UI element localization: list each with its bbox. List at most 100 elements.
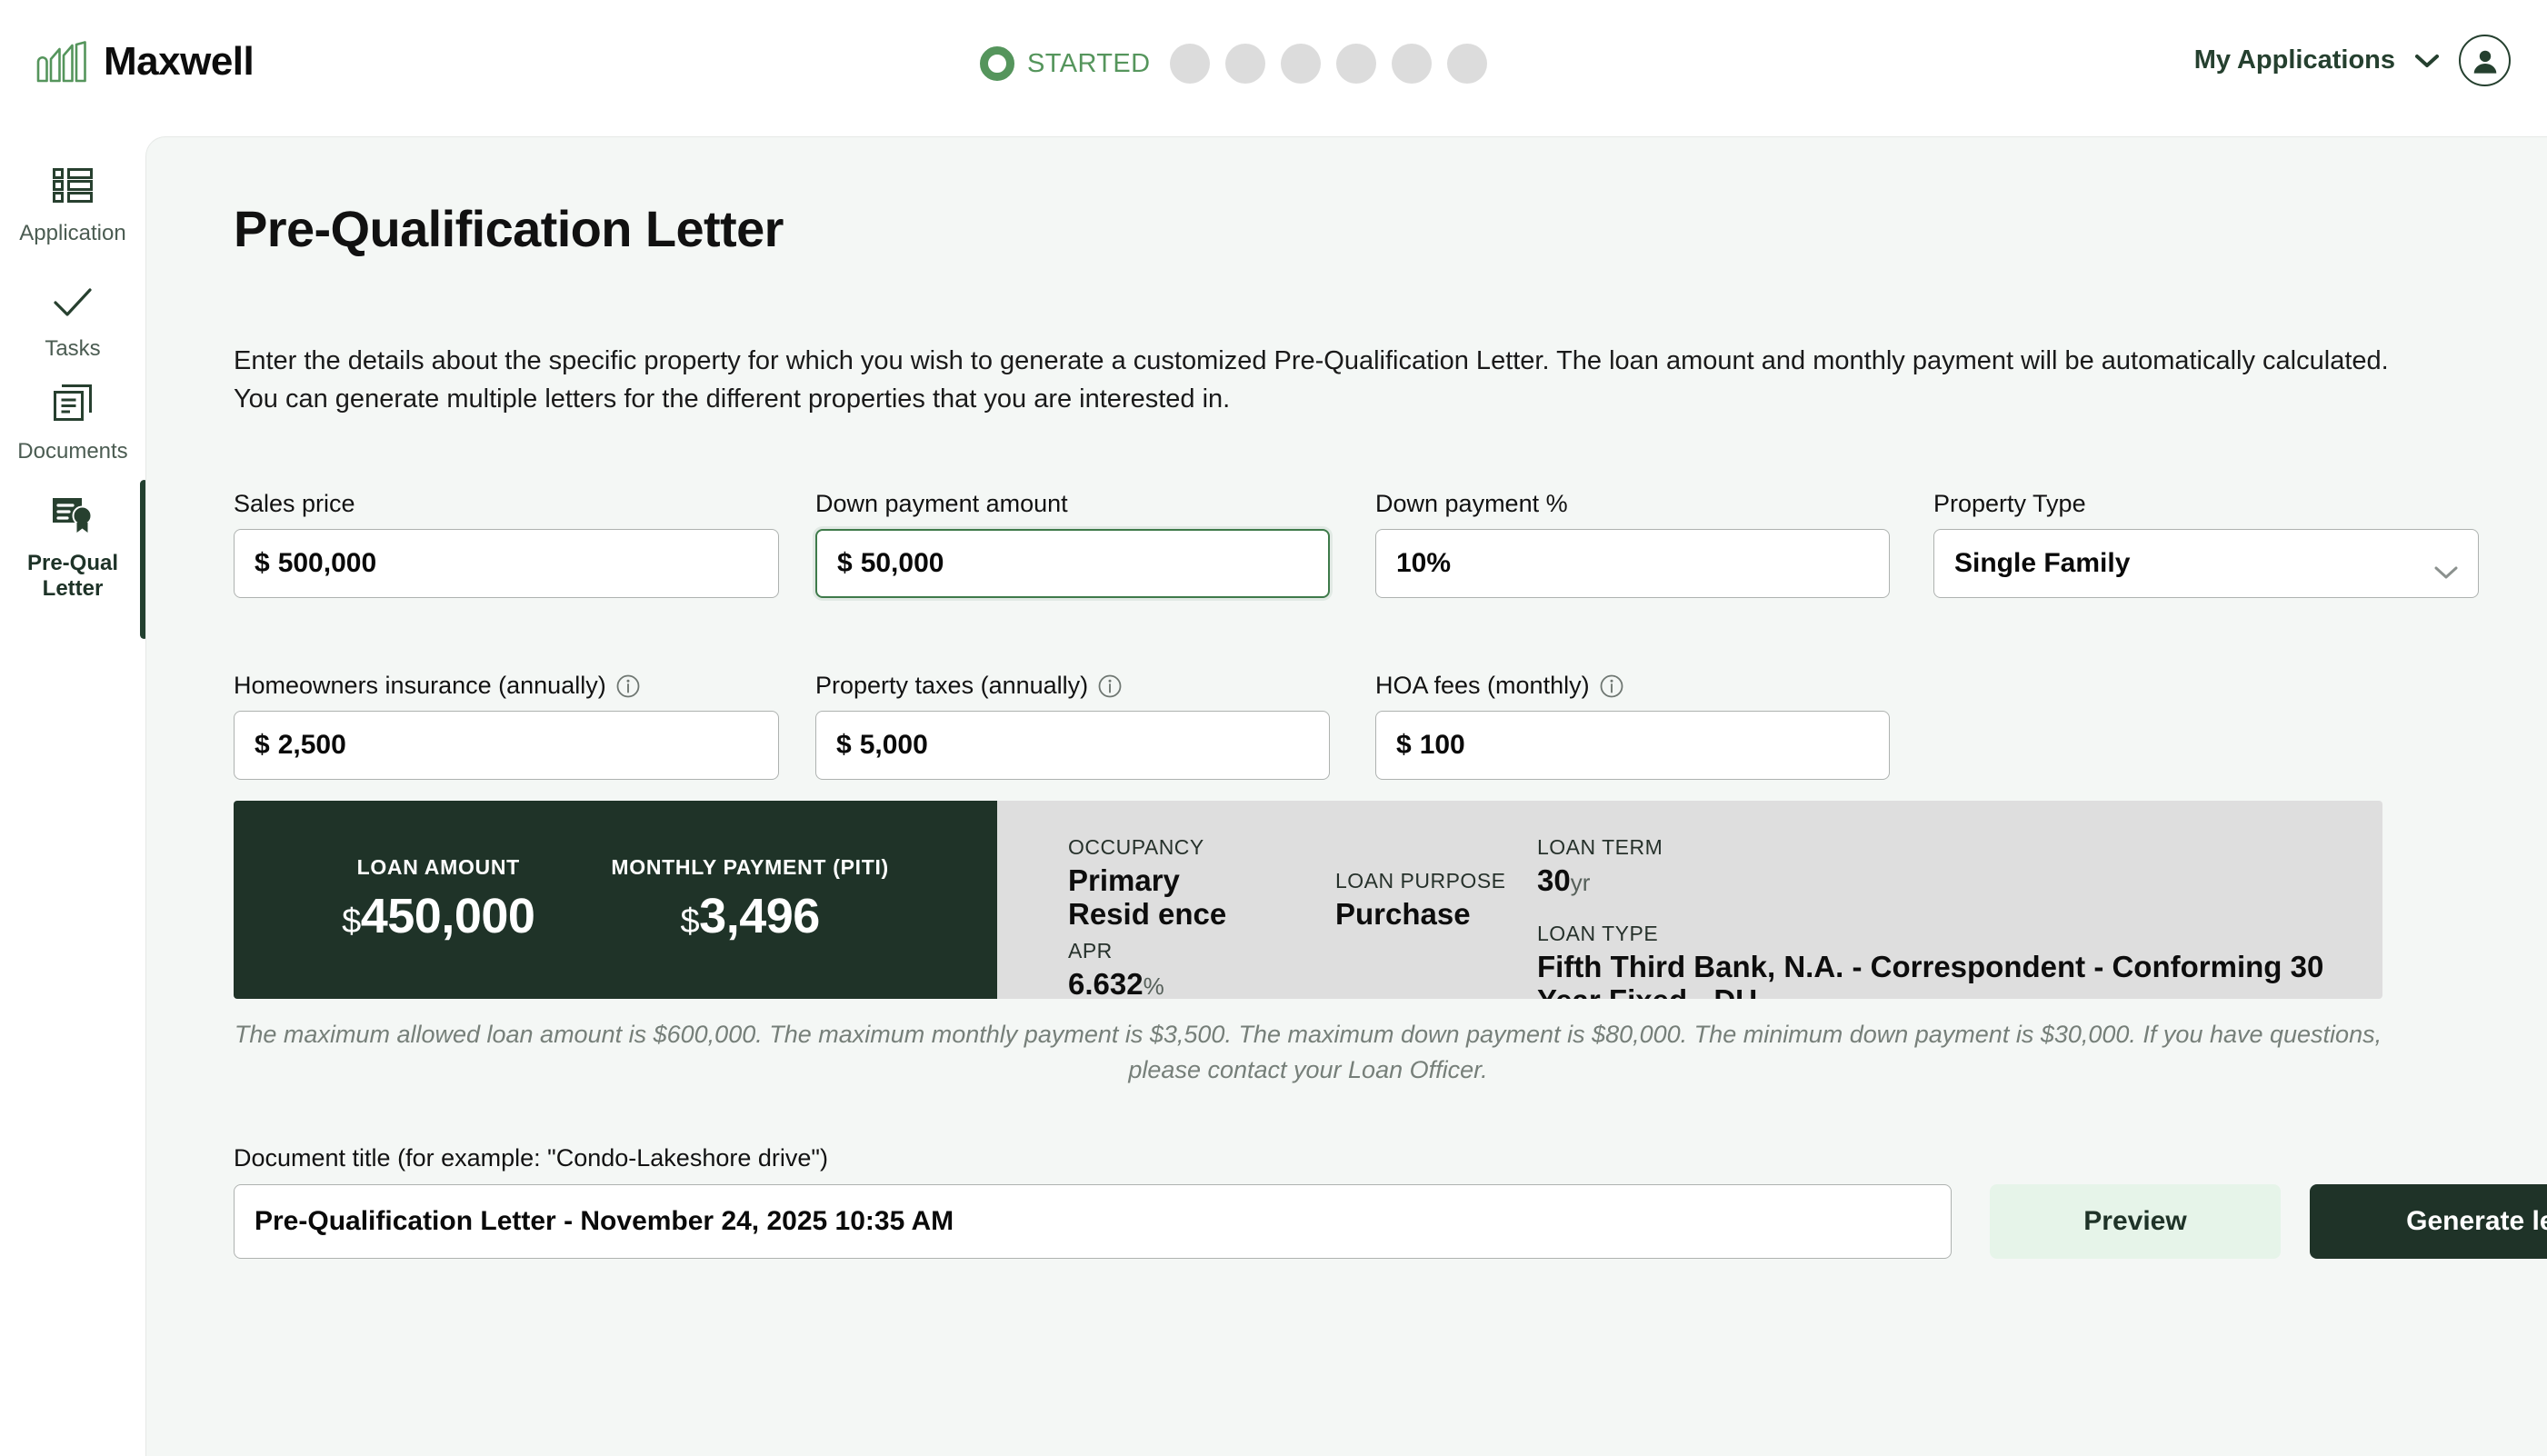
limits-disclaimer: The maximum allowed loan amount is $600,…	[234, 1021, 2382, 1084]
property-type-value: Single Family	[1954, 548, 2131, 578]
field-label: Homeowners insurance (annually)	[234, 672, 779, 700]
loan-summary-highlight: LOAN AMOUNT $450,000 MONTHLY PAYMENT (PI…	[234, 801, 997, 999]
field-down-payment-percent: Down payment % 10%	[1375, 490, 1890, 598]
property-taxes-input[interactable]: $5,000	[815, 711, 1330, 780]
left-sidebar: Application Tasks Documents	[0, 136, 148, 1456]
hoa-fees-input[interactable]: $100	[1375, 711, 1890, 780]
progress-dot[interactable]	[1447, 44, 1488, 84]
sidebar-active-indicator	[140, 480, 148, 639]
summary-caption: MONTHLY PAYMENT (PITI)	[611, 855, 889, 879]
field-homeowners-insurance: Homeowners insurance (annually) $2,500	[234, 672, 779, 780]
summary-value: $450,000	[342, 889, 535, 943]
homeowners-insurance-value: 2,500	[277, 730, 346, 760]
down-payment-amount-value: 50,000	[860, 548, 944, 578]
sales-price-value: 500,000	[277, 548, 377, 578]
field-label-text: HOA fees (monthly)	[1375, 672, 1590, 699]
progress-dot[interactable]	[1225, 44, 1266, 84]
field-label-text: Property taxes (annually)	[815, 672, 1089, 699]
detail-loan-term: LOAN TERM 30yr	[1537, 835, 1663, 897]
detail-caption: RATE	[1335, 996, 1432, 999]
loan-details-grid: OCCUPANCY Primary Resid ence APR 6.632% …	[997, 801, 2382, 999]
documents-icon	[53, 384, 93, 426]
detail-caption: APR	[1068, 939, 1113, 962]
down-payment-amount-input[interactable]: $50,000	[815, 529, 1330, 598]
loan-summary-panel: LOAN AMOUNT $450,000 MONTHLY PAYMENT (PI…	[234, 801, 2382, 999]
detail-occupancy: OCCUPANCY Primary Resid ence	[1068, 835, 1232, 932]
document-title-input[interactable]: Pre-Qualification Letter - November 24, …	[234, 1184, 1952, 1259]
summary-value: $3,496	[680, 889, 821, 943]
user-avatar-icon[interactable]	[2459, 35, 2511, 86]
summary-caption: LOAN AMOUNT	[356, 855, 520, 879]
sidebar-item-label: Documents	[17, 439, 128, 464]
down-payment-percent-input[interactable]: 10%	[1375, 529, 1890, 598]
property-taxes-value: 5,000	[859, 730, 928, 760]
currency-symbol: $	[255, 730, 270, 760]
currency-symbol: $	[255, 548, 270, 578]
summary-loan-amount: LOAN AMOUNT $450,000	[304, 855, 573, 944]
detail-caption: OCCUPANCY	[1068, 835, 1204, 859]
property-type-select[interactable]: Single Family	[1933, 529, 2479, 598]
currency-symbol: $	[1396, 730, 1412, 760]
detail-value: Primary Resid ence	[1068, 863, 1227, 932]
detail-value: Fifth Third Bank, N.A. - Correspondent -…	[1537, 950, 2324, 999]
progress-ring-started-icon	[980, 46, 1014, 81]
brand-logo[interactable]: Maxwell	[36, 39, 255, 84]
sidebar-item-documents[interactable]: Documents	[0, 384, 145, 464]
field-label: Property Type	[1933, 490, 2086, 517]
progress-dot[interactable]	[1392, 44, 1433, 84]
detail-caption: LOAN PURPOSE	[1335, 869, 1506, 893]
brand-name: Maxwell	[104, 39, 255, 84]
progress-dot[interactable]	[1336, 44, 1377, 84]
field-label: Sales price	[234, 490, 355, 517]
main-content-panel: Pre-Qualification Letter Enter the detai…	[145, 136, 2547, 1456]
info-icon[interactable]	[1098, 674, 1122, 698]
field-label-text: Homeowners insurance (annually)	[234, 672, 606, 699]
chevron-down-icon[interactable]	[2415, 54, 2439, 68]
page-title: Pre-Qualification Letter	[234, 200, 784, 257]
detail-value: Purchase	[1335, 897, 1471, 931]
progress-status-label: STARTED	[1027, 48, 1151, 78]
progress-dot[interactable]	[1281, 44, 1322, 84]
my-applications-label[interactable]: My Applications	[2193, 45, 2395, 75]
field-property-taxes: Property taxes (annually) $5,000	[815, 672, 1330, 780]
field-label: Down payment amount	[815, 490, 1068, 517]
certificate-icon	[51, 495, 95, 538]
down-payment-percent-value: 10%	[1396, 548, 1452, 578]
field-label: HOA fees (monthly)	[1375, 672, 1890, 700]
currency-symbol: $	[836, 730, 852, 760]
sidebar-item-application[interactable]: Application	[0, 167, 145, 246]
info-icon[interactable]	[616, 674, 640, 698]
list-icon	[53, 167, 93, 208]
currency-symbol: $	[837, 548, 853, 578]
sidebar-item-label: Pre-Qual Letter	[26, 551, 119, 602]
preview-button[interactable]: Preview	[1990, 1184, 2281, 1259]
currency-symbol: $	[342, 903, 361, 941]
detail-apr: APR 6.632%	[1068, 939, 1164, 999]
sales-price-input[interactable]: $500,000	[234, 529, 779, 598]
sidebar-item-pre-qual-letter[interactable]: Pre-Qual Letter	[0, 495, 145, 603]
sidebar-item-tasks[interactable]: Tasks	[0, 286, 145, 362]
detail-value: 6.632%	[1068, 967, 1164, 999]
application-progress: STARTED	[980, 44, 1503, 84]
info-icon[interactable]	[1600, 674, 1623, 698]
detail-caption: LOAN TYPE	[1537, 922, 1659, 945]
document-title-label: Document title (for example: "Condo-Lake…	[234, 1144, 828, 1172]
top-header: Maxwell STARTED My Applications	[0, 0, 2547, 136]
generate-letter-button[interactable]: Generate letter	[2310, 1184, 2547, 1259]
field-sales-price: Sales price $500,000	[234, 490, 779, 598]
field-property-type: Property Type Single Family	[1933, 490, 2479, 598]
sidebar-item-label: Tasks	[45, 336, 101, 361]
detail-loan-type: LOAN TYPE Fifth Third Bank, N.A. - Corre…	[1537, 922, 2337, 999]
progress-dot[interactable]	[1170, 44, 1211, 84]
homeowners-insurance-input[interactable]: $2,500	[234, 711, 779, 780]
field-down-payment-amount: Down payment amount $50,000	[815, 490, 1330, 598]
chevron-down-icon[interactable]	[2434, 556, 2458, 579]
field-label: Property taxes (annually)	[815, 672, 1330, 700]
page-description: Enter the details about the specific pro…	[234, 346, 2389, 414]
header-actions: My Applications	[2194, 35, 2511, 86]
check-icon	[53, 286, 93, 324]
detail-loan-purpose: LOAN PURPOSE Purchase	[1335, 869, 1506, 931]
detail-value: 30yr	[1537, 863, 1591, 897]
detail-caption: LOAN TERM	[1537, 835, 1663, 859]
sidebar-item-label: Application	[19, 221, 126, 245]
